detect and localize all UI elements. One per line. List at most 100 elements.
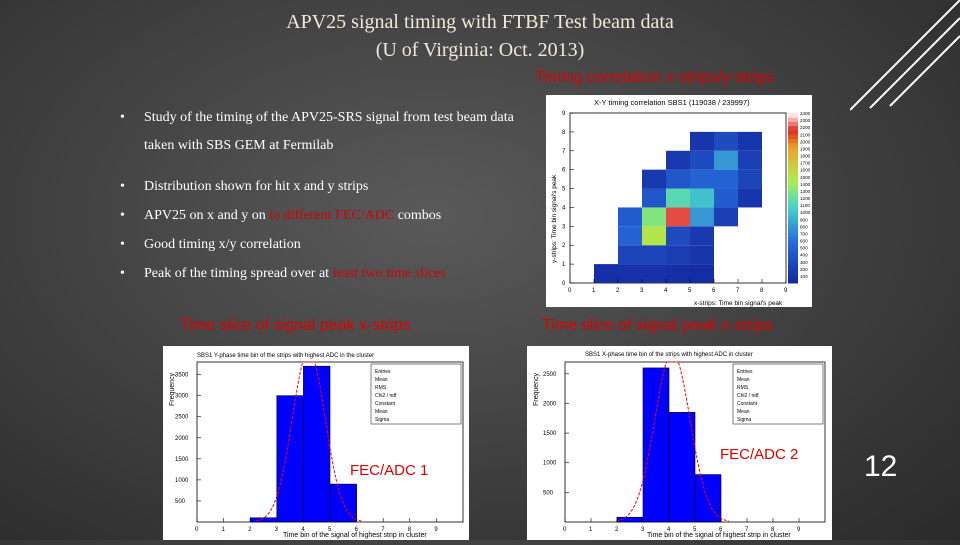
- heatmap-cell: [666, 245, 690, 265]
- colorbar-tick-label: 800: [800, 224, 808, 229]
- heatmap-cell: [714, 169, 738, 189]
- left-histogram-panel: SBS1 Y-phase time bin of the strips with…: [163, 346, 469, 540]
- histogram-x-tick-label: 3: [641, 527, 645, 533]
- bullet-item: Good timing x/y correlation: [120, 231, 540, 259]
- left-histogram-ylabel: Frequency: [169, 372, 176, 406]
- stats-box-label: Mean: [737, 409, 750, 415]
- colorbar-tick-label: 1400: [800, 182, 811, 187]
- heatmap-cell: [642, 188, 666, 208]
- corner-decoration: [850, 0, 960, 111]
- histogram-y-tick-label: 2500: [543, 372, 557, 378]
- colorbar-segment: [788, 142, 798, 148]
- stats-box: [732, 363, 824, 425]
- histogram-y-tick-label: 2000: [543, 401, 557, 407]
- heatmap-y-tick-label: 2: [562, 243, 566, 249]
- histogram-x-tick-label: 9: [434, 527, 438, 533]
- stats-box-label: Chi2 / ndf: [375, 393, 397, 399]
- histogram-bar: [694, 474, 722, 523]
- colorbar-tick-label: 400: [800, 253, 808, 258]
- histogram-x-tick-label: 8: [771, 527, 775, 533]
- colorbar-segment: [788, 236, 798, 241]
- histogram-y-tick-label: 2000: [175, 436, 189, 442]
- colorbar-segment: [788, 249, 798, 254]
- histogram-x-tick-label: 5: [328, 527, 332, 533]
- right-histogram-title: SBS1 X-phase time bin of the strips with…: [585, 352, 753, 358]
- histogram-x-tick-label: 5: [693, 527, 697, 533]
- colorbar-segment: [788, 113, 798, 118]
- stats-box-label: Constant: [375, 401, 396, 407]
- colorbar-tick-label: 1700: [800, 161, 811, 166]
- bullet-list: Study of the timing of the APV25-SRS sig…: [120, 104, 540, 301]
- histogram-x-tick-label: 2: [615, 527, 619, 533]
- heatmap-cell: [666, 188, 690, 208]
- heatmap-y-tick-label: 4: [562, 205, 566, 211]
- colorbar-tick-label: 100: [800, 274, 808, 279]
- colorbar-segment: [788, 168, 798, 173]
- heatmap-cell: [738, 169, 762, 189]
- right-histogram-ylabel: Frequency: [533, 372, 540, 406]
- colorbar-tick-label: 200: [800, 267, 808, 272]
- stats-box-label: RMS: [737, 385, 749, 391]
- heatmap-cell: [618, 207, 642, 227]
- stats-box-label: RMS: [375, 385, 387, 391]
- colorbar-tick-label: 1800: [800, 154, 811, 159]
- heatmap-x-tick-label: 4: [664, 288, 668, 294]
- colorbar-tick-label: 500: [800, 246, 808, 251]
- heatmap-cell: [714, 245, 738, 265]
- bullet-item: Study of the timing of the APV25-SRS sig…: [120, 104, 540, 160]
- heatmap-cell: [690, 188, 714, 208]
- bullet-item: APV25 on x and y on to different FEC/ADC…: [120, 202, 540, 230]
- deco-line-2: [869, 17, 960, 109]
- heatmap-x-tick-label: 9: [784, 288, 788, 294]
- heatmap-x-tick-label: 1: [592, 288, 596, 294]
- colorbar-segment: [788, 244, 798, 250]
- stats-box-label: Entries: [375, 369, 391, 375]
- left-histogram-heading: Time slice of signal peak x-strips: [180, 317, 411, 334]
- heatmap-x-tick-label: 0: [568, 288, 572, 294]
- histogram-bar: [303, 365, 331, 523]
- heatmap-cell: [642, 226, 666, 246]
- colorbar-tick-label: 1600: [800, 168, 811, 173]
- heatmap-y-tick-label: 0: [562, 281, 566, 287]
- histogram-y-tick-label: 1500: [543, 431, 557, 437]
- colorbar-tick-label: 300: [800, 260, 808, 265]
- fec-adc-2-label: FEC/ADC 2: [720, 446, 799, 463]
- heatmap-cell: [594, 264, 618, 283]
- heatmap-cell: [690, 150, 714, 170]
- heatmap-cell: [690, 245, 714, 265]
- colorbar-tick-label: 1500: [800, 175, 811, 180]
- colorbar-segment: [788, 266, 798, 271]
- colorbar-segment: [788, 185, 798, 190]
- colorbar-segment: [788, 193, 798, 199]
- colorbar-segment: [788, 198, 798, 203]
- histogram-y-tick-label: 2500: [175, 415, 189, 421]
- colorbar-tick-label: 1200: [800, 196, 811, 201]
- colorbar-segment: [788, 223, 798, 229]
- heatmap-cell: [642, 207, 666, 227]
- histogram-x-tick-label: 1: [222, 527, 226, 533]
- colorbar-tick-label: 2200: [800, 125, 811, 130]
- histogram-bar: [276, 395, 304, 523]
- histogram-bar: [668, 412, 696, 523]
- colorbar-tick-label: 1300: [800, 189, 811, 194]
- stats-box-label: Mean: [375, 377, 388, 383]
- fec-adc-1-label: FEC/ADC 1: [350, 462, 429, 479]
- gaussian-fit-line: [256, 361, 362, 522]
- stats-box: [370, 363, 462, 425]
- histogram-y-tick-label: 3500: [175, 373, 189, 379]
- stats-box-label: Constant: [737, 401, 758, 407]
- slide-title: APV25 signal timing with FTBF Test beam …: [180, 8, 780, 64]
- gaussian-fit-line: [616, 361, 729, 522]
- colorbar-tick-label: 2100: [800, 132, 811, 137]
- heatmap-cell: [666, 150, 690, 170]
- correlation-plot-panel: X-Y timing correlation SBS1 (119038 / 23…: [546, 95, 812, 307]
- colorbar-tick-label: 2400: [800, 111, 811, 116]
- bullet-item: Peak of the timing spread over at least …: [120, 260, 540, 288]
- colorbar-segment: [788, 172, 798, 178]
- heatmap-y-tick-label: 1: [562, 262, 566, 268]
- heatmap-y-tick-label: 7: [562, 149, 566, 155]
- stats-box-label: Chi2 / ndf: [737, 393, 759, 399]
- heatmap-cell: [666, 169, 690, 189]
- colorbar-segment: [788, 151, 798, 156]
- colorbar-segment: [788, 219, 798, 224]
